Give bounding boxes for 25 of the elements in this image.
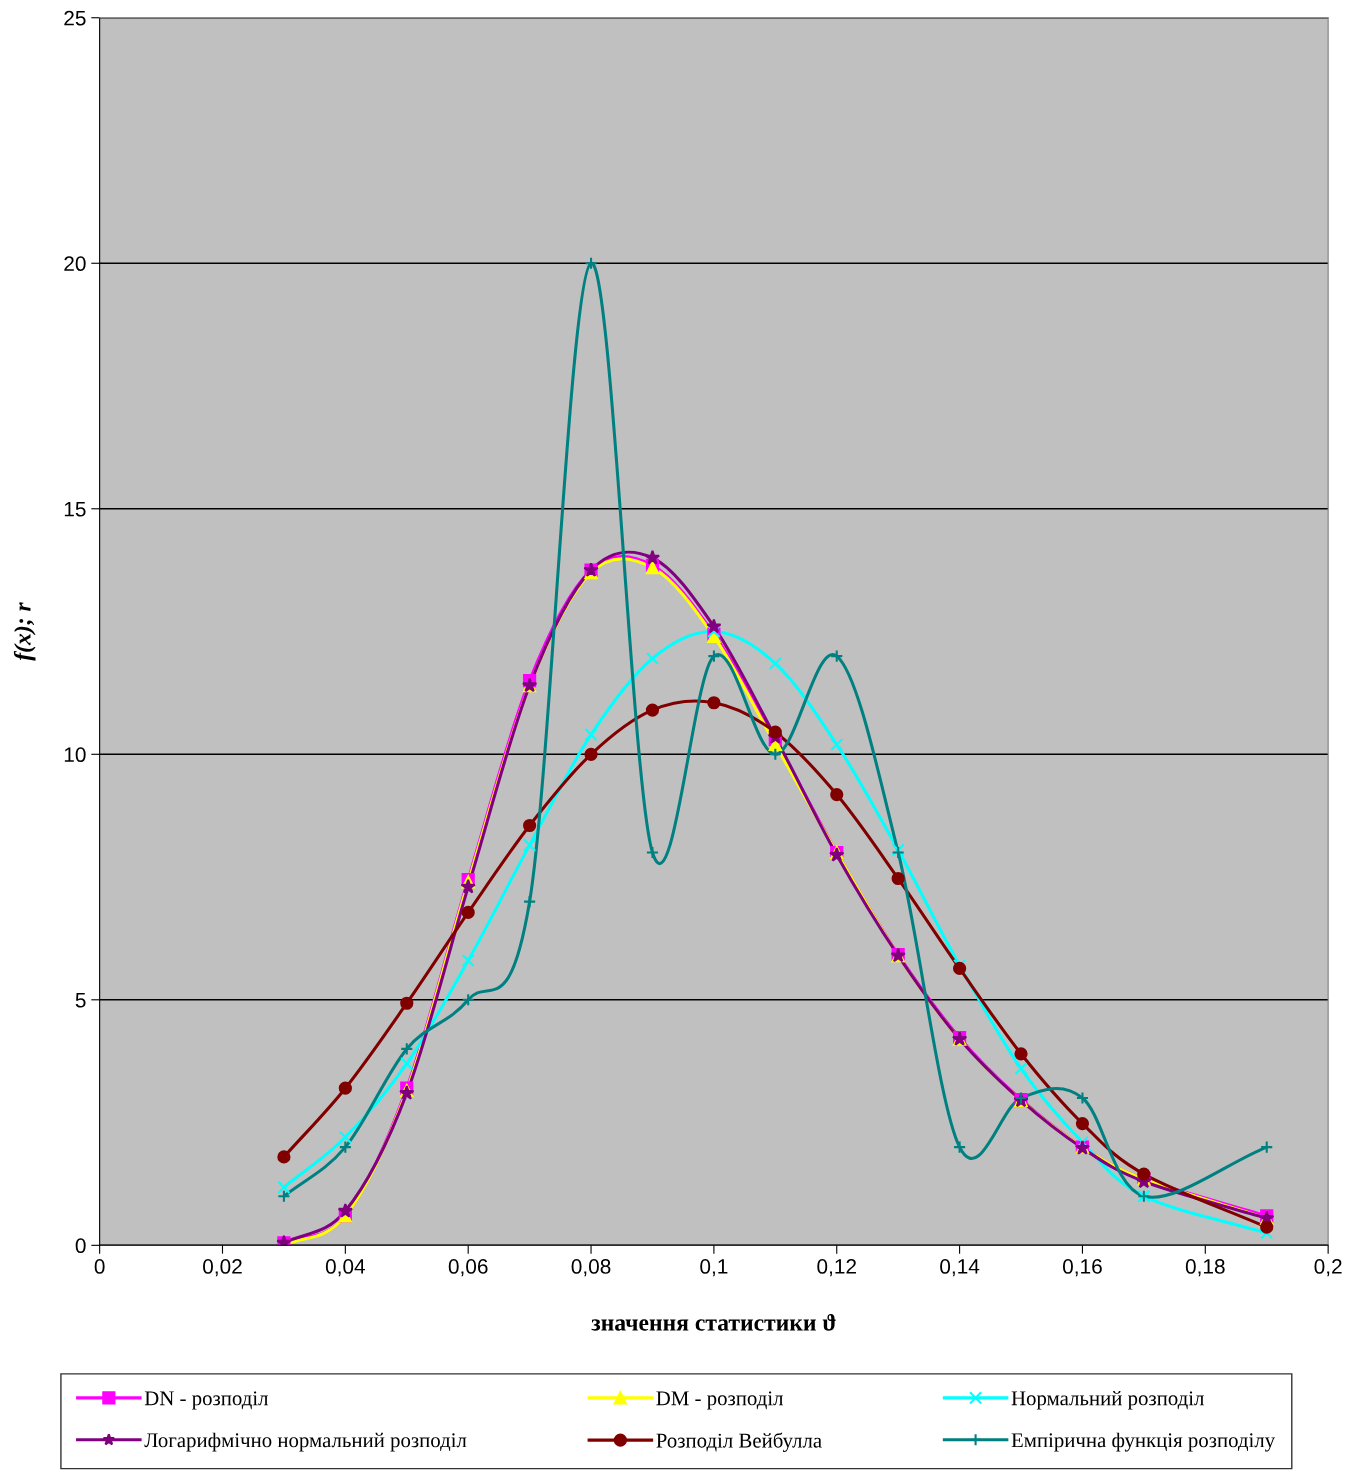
legend-label: DN - розподіл bbox=[144, 1391, 269, 1410]
x-tick-label: 0,1 bbox=[700, 1259, 728, 1277]
x-tick-label: 0,14 bbox=[940, 1259, 980, 1277]
x-tick-label: 0,02 bbox=[203, 1259, 242, 1277]
x-tick-label: 0,2 bbox=[1314, 1259, 1342, 1277]
y-tick-label: 15 bbox=[64, 501, 86, 517]
y-axis-title: f(x); r bbox=[13, 602, 36, 661]
x-tick-label: 0,18 bbox=[1185, 1259, 1225, 1277]
y-tick-label: 0 bbox=[75, 1238, 86, 1254]
legend-label: Емпірична функція розподілу bbox=[1011, 1432, 1276, 1452]
x-tick-label: 0,04 bbox=[325, 1259, 366, 1277]
y-tick-label: 25 bbox=[64, 10, 86, 26]
x-axis-title: значення статистики ϑ bbox=[591, 1314, 836, 1331]
legend-label: Нормальний розподіл bbox=[1011, 1390, 1204, 1410]
y-tick-label: 10 bbox=[64, 747, 86, 763]
x-tick-label: 0,16 bbox=[1062, 1259, 1102, 1277]
x-tick-label: 0,06 bbox=[448, 1259, 488, 1277]
x-tick-label: 0 bbox=[94, 1259, 105, 1274]
x-tick-label: 0,12 bbox=[817, 1259, 856, 1277]
y-tick-label: 20 bbox=[64, 256, 86, 272]
x-tick-label: 0,08 bbox=[571, 1259, 611, 1277]
legend-label: DM - розподіл bbox=[656, 1391, 784, 1410]
legend-label: Розподіл Вейбулла bbox=[656, 1432, 822, 1452]
legend-label: Логарифмічно нормальний розподіл bbox=[144, 1432, 467, 1452]
y-tick-label: 5 bbox=[75, 993, 86, 1008]
